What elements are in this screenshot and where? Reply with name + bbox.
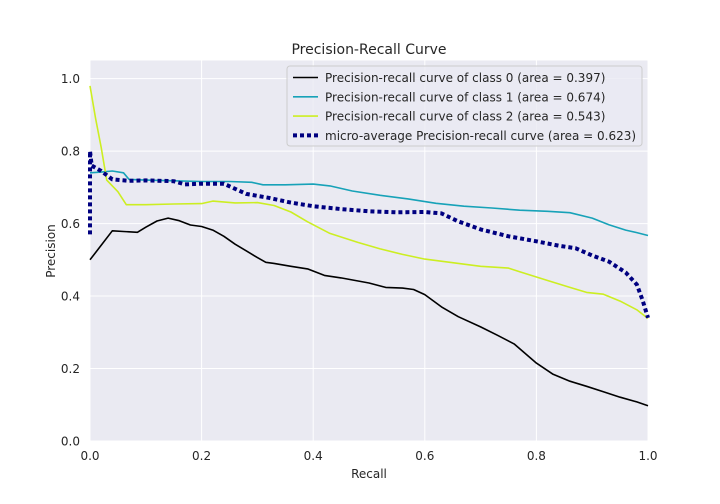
y-axis-label: Precision: [44, 224, 58, 278]
x-tick-label: 0.6: [415, 449, 434, 463]
x-tick-labels: 0.0 0.2 0.4 0.6 0.8 1.0: [80, 449, 657, 463]
y-tick-label: 0.0: [61, 435, 80, 449]
legend-label-2: Precision-recall curve of class 2 (area …: [325, 110, 605, 124]
y-tick-label: 1.0: [61, 72, 80, 86]
series-line-2: [89, 85, 649, 320]
x-tick-label: 0.0: [80, 449, 99, 463]
legend-box: [286, 65, 643, 147]
chart-title: Precision-Recall Curve: [291, 42, 446, 58]
y-tick-label: 0.4: [61, 290, 80, 304]
y-tick-labels: 0.0 0.2 0.4 0.6 0.8 1.0: [61, 72, 80, 448]
legend: Precision-recall curve of class 0 (area …: [286, 65, 643, 147]
y-tick-label: 0.2: [61, 362, 80, 376]
legend-label-1: Precision-recall curve of class 1 (area …: [325, 90, 605, 104]
x-tick-label: 1.0: [638, 449, 657, 463]
legend-label-0: Precision-recall curve of class 0 (area …: [325, 71, 605, 85]
y-tick-label: 0.6: [61, 217, 80, 231]
series-line-0: [89, 217, 649, 407]
x-tick-label: 0.4: [304, 449, 323, 463]
x-axis-label: Recall: [351, 467, 387, 481]
series-line-3: [88, 149, 650, 319]
series-layer: [88, 85, 650, 407]
x-tick-label: 0.8: [527, 449, 546, 463]
x-tick-label: 0.2: [192, 449, 211, 463]
legend-label-3: micro-average Precision-recall curve (ar…: [325, 129, 636, 143]
y-tick-label: 0.8: [61, 145, 80, 159]
